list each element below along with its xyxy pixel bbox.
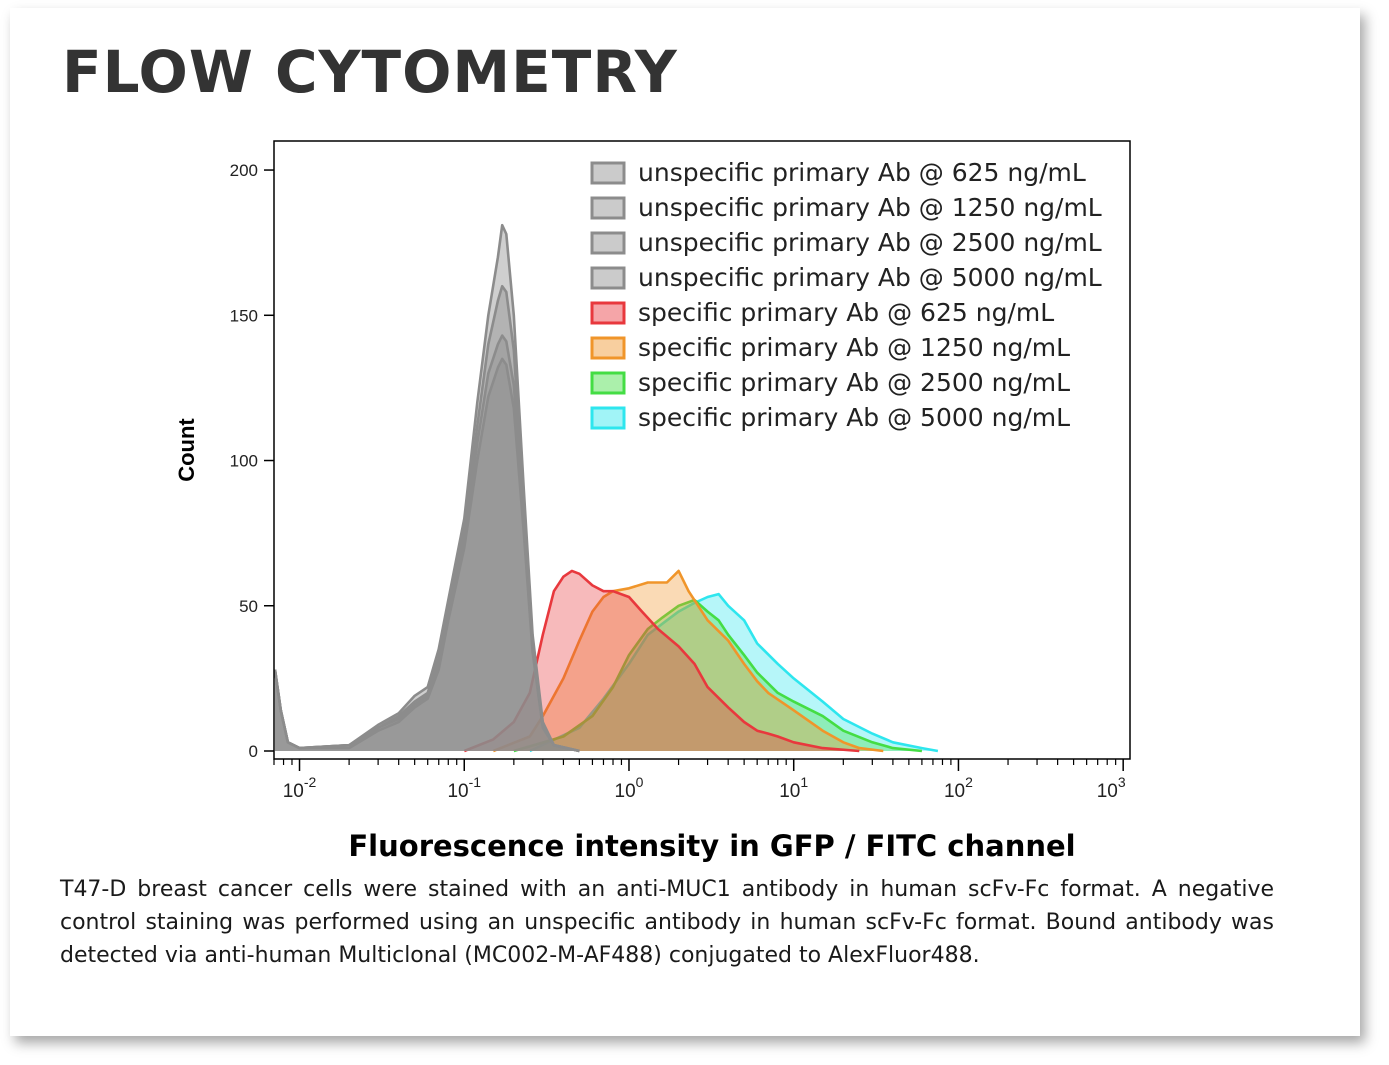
legend-item: unspecific primary Ab @ 2500 ng/mL	[590, 228, 1102, 257]
legend-item: unspecific primary Ab @ 625 ng/mL	[590, 158, 1086, 187]
legend-item: unspecific primary Ab @ 5000 ng/mL	[590, 263, 1102, 292]
x-tick-label: 100	[615, 774, 644, 802]
y-tick-label: 200	[230, 161, 258, 180]
legend: unspecific primary Ab @ 625 ng/mL unspeci…	[590, 158, 1102, 432]
legend-item: specific primary Ab @ 1250 ng/mL	[590, 333, 1070, 362]
legend-label: specific primary Ab @ 1250 ng/mL	[638, 333, 1070, 362]
legend-swatch	[590, 301, 626, 325]
legend-label: unspecific primary Ab @ 625 ng/mL	[638, 158, 1086, 187]
figure-caption: T47-D breast cancer cells were stained w…	[60, 877, 1274, 968]
y-axis-label: Count	[174, 418, 199, 482]
y-tick-label: 100	[230, 452, 258, 471]
series-6	[492, 569, 884, 753]
legend-item: specific primary Ab @ 5000 ng/mL	[590, 403, 1070, 432]
x-axis-label: Fluorescence intensity in GFP / FITC cha…	[348, 829, 1075, 863]
legend-label: specific primary Ab @ 5000 ng/mL	[638, 403, 1070, 432]
legend-label: specific primary Ab @ 2500 ng/mL	[638, 368, 1070, 397]
figure-card	[10, 8, 1360, 1036]
page-title: FLOW CYTOMETRY	[62, 38, 678, 106]
series-area	[464, 570, 860, 751]
legend-swatch	[590, 266, 626, 290]
series-7	[513, 598, 923, 753]
series-area	[513, 600, 922, 751]
legend-label: unspecific primary Ab @ 5000 ng/mL	[638, 263, 1102, 292]
y-tick-label: 0	[249, 742, 258, 761]
axes: 0 50 100 150 200 10-2 10-1 100 101 102 103	[230, 161, 1126, 802]
series-area	[275, 335, 580, 751]
series-line	[273, 223, 580, 753]
series-area	[529, 594, 938, 751]
legend-swatch	[590, 406, 626, 430]
series-area	[275, 358, 580, 751]
legend-swatch	[590, 231, 626, 255]
series-area	[275, 286, 580, 751]
series-8	[529, 592, 939, 753]
histogram-areas	[273, 223, 939, 753]
legend-swatch	[590, 371, 626, 395]
series-area	[275, 225, 580, 751]
legend-swatch	[590, 161, 626, 185]
plot-frame	[273, 140, 1131, 760]
legend-item: specific primary Ab @ 2500 ng/mL	[590, 368, 1070, 397]
y-tick-label: 150	[230, 306, 258, 325]
x-tick-label: 10-1	[447, 774, 481, 802]
series-line	[492, 569, 884, 753]
legend-label: unspecific primary Ab @ 1250 ng/mL	[638, 193, 1102, 222]
legend-label: specific primary Ab @ 625 ng/mL	[638, 298, 1054, 327]
legend-swatch	[590, 336, 626, 360]
legend-swatch	[590, 196, 626, 220]
x-tick-label: 102	[944, 774, 973, 802]
series-line	[463, 569, 860, 753]
y-tick-label: 50	[239, 597, 258, 616]
legend-item: specific primary Ab @ 625 ng/mL	[590, 298, 1054, 327]
series-line	[529, 592, 939, 753]
series-1	[273, 223, 580, 753]
legend-item: unspecific primary Ab @ 1250 ng/mL	[590, 193, 1102, 222]
x-tick-label: 10-2	[283, 774, 317, 802]
x-tick-label: 101	[779, 774, 808, 802]
x-tick-label: 103	[1097, 774, 1126, 802]
legend-label: unspecific primary Ab @ 2500 ng/mL	[638, 228, 1102, 257]
series-line	[513, 598, 923, 753]
series-5	[463, 569, 860, 753]
